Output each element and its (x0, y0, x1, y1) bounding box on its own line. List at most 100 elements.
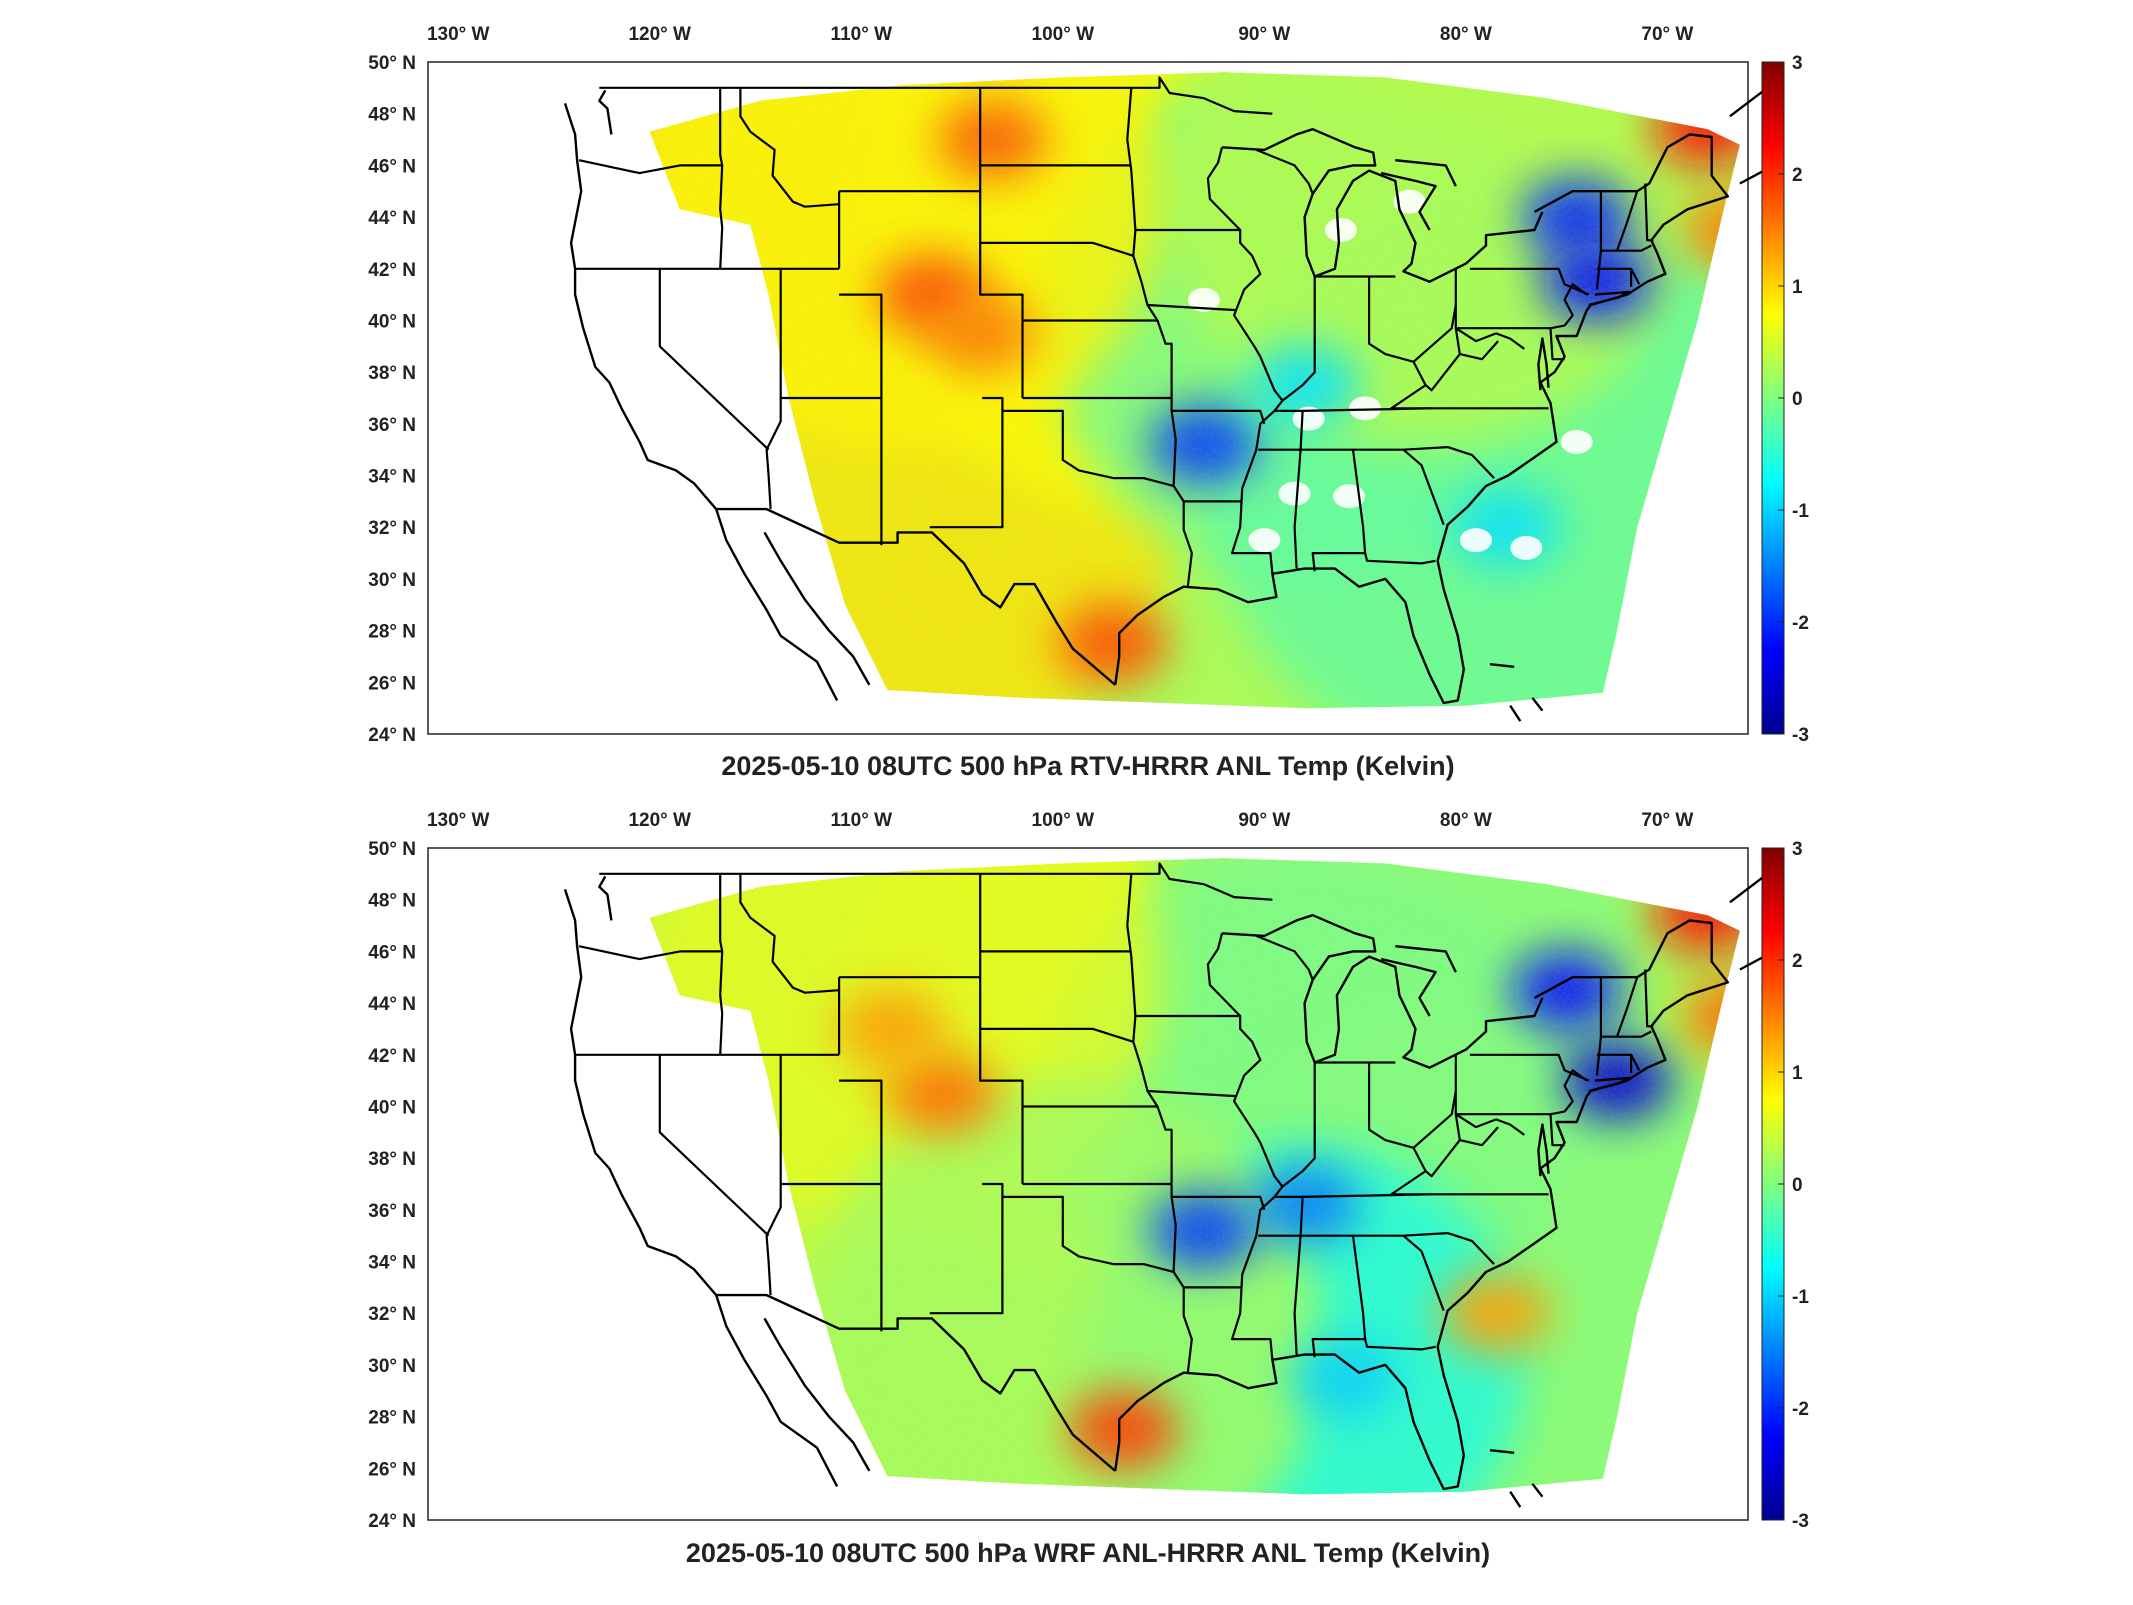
state-line (1255, 934, 1314, 981)
state-line (1170, 398, 1177, 486)
state-line (1258, 446, 1495, 479)
lat-tick-label: 28° N (368, 1408, 416, 1429)
coast-line (1739, 169, 1765, 185)
colorbar-tick-label: 3 (1792, 839, 1803, 860)
state-line (719, 873, 724, 952)
state-line (765, 268, 782, 510)
state-line (1132, 255, 1173, 398)
state-line (1459, 340, 1499, 361)
lon-tick-labels-bottom: 130° W 120° W 110° W 100° W 90° W 80° W 70° W (427, 810, 1693, 831)
coast-line (1114, 1346, 1465, 1491)
coast-line (1489, 663, 1515, 668)
lon-tick-label: 90° W (1238, 810, 1290, 831)
lat-tick-label: 24° N (368, 725, 416, 746)
missing-data-patch (1349, 396, 1382, 421)
colorbar-tick-label: 2 (1792, 951, 1803, 972)
state-line (719, 87, 724, 166)
state-line (1258, 1232, 1495, 1265)
coast-line (1436, 133, 1729, 562)
colorbar-tick-label: -1 (1792, 501, 1809, 522)
state-line (658, 268, 770, 451)
coast-line (1221, 914, 1544, 1069)
state-line (1630, 268, 1641, 285)
state-line (658, 1054, 770, 1237)
coast-line (1537, 1123, 1550, 1177)
state-line (982, 396, 1185, 503)
coast-line (715, 508, 839, 701)
state-line (839, 293, 883, 546)
lat-tick-label: 36° N (368, 415, 416, 436)
state-line (1126, 87, 1137, 256)
lat-tick-label: 30° N (368, 570, 416, 591)
lon-tick-label: 100° W (1032, 24, 1095, 45)
lat-tick-label: 46° N (368, 942, 416, 963)
lon-tick-label: 70° W (1641, 24, 1693, 45)
state-line (739, 87, 841, 269)
state-line (1600, 244, 1652, 252)
colorbar-tick-label: -2 (1792, 1399, 1809, 1420)
lat-tick-label: 30° N (368, 1356, 416, 1377)
colorbar-tick-label: 2 (1792, 165, 1803, 186)
missing-data-patch (1187, 287, 1220, 312)
lon-tick-label: 120° W (628, 24, 691, 45)
colorbar-tick-label: -1 (1792, 1287, 1809, 1308)
state-line (1454, 1054, 1565, 1116)
map-frame-bottom (427, 847, 1775, 1521)
state-line (1182, 501, 1193, 587)
coast-line (763, 1317, 871, 1472)
state-line (1459, 1126, 1499, 1147)
colorbar-tick-label: 3 (1792, 53, 1803, 74)
state-line (1182, 1287, 1193, 1373)
state-line (839, 1079, 883, 1332)
lat-tick-label: 48° N (368, 105, 416, 126)
state-line (599, 862, 1273, 901)
state-line (1255, 148, 1314, 195)
state-line (1630, 1054, 1641, 1071)
state-line (929, 1196, 1004, 1315)
colorbar-tick-label: -3 (1792, 725, 1809, 746)
lon-tick-label: 120° W (628, 810, 691, 831)
state-line (1615, 190, 1639, 252)
coast-line (1509, 704, 1522, 722)
coast-line (1380, 957, 1437, 1017)
missing-data-patch (1393, 189, 1426, 214)
colorbar-bottom: 3 2 1 0 -1 -2 -3 (1761, 839, 1809, 1532)
state-boundaries-top (575, 76, 1654, 587)
state-boundaries-bottom (575, 862, 1654, 1373)
coast-line (763, 531, 871, 686)
missing-data-patch (1292, 406, 1325, 431)
state-line (980, 1027, 1134, 1043)
state-line (1206, 933, 1241, 1017)
state-line (1170, 1184, 1177, 1272)
state-line (765, 1054, 782, 1296)
colorbar-tick-label: -3 (1792, 1511, 1809, 1532)
coast-line (1489, 1449, 1515, 1454)
lat-tick-label: 50° N (368, 53, 416, 74)
lat-tick-label: 40° N (368, 311, 416, 332)
lon-tick-label: 110° W (831, 810, 893, 831)
state-line (1132, 1041, 1173, 1184)
map-frame-top (427, 61, 1775, 735)
lat-tick-label: 42° N (368, 1046, 416, 1067)
lat-tick-label: 26° N (368, 1459, 416, 1480)
state-line (1364, 1338, 1436, 1351)
panel-title-bottom: 2025-05-10 08UTC 500 hPa WRF ANL-HRRR AN… (686, 1538, 1490, 1568)
lat-tick-label: 34° N (368, 467, 416, 488)
state-line (1293, 410, 1304, 569)
lat-tick-label: 28° N (368, 622, 416, 643)
coast-line (1436, 919, 1729, 1348)
state-line (1549, 1114, 1565, 1147)
lon-tick-label: 130° W (427, 24, 490, 45)
state-line (739, 873, 841, 1055)
coast-line (1114, 560, 1465, 705)
coastline-bottom (563, 867, 1775, 1508)
state-line (1549, 328, 1565, 361)
panel-bottom: 130° W 120° W 110° W 100° W 90° W 80° W 70° W … (368, 810, 1809, 1568)
coast-line (715, 1294, 839, 1487)
lon-tick-labels-top: 130° W 120° W 110° W 100° W 90° W 80° W 70° W (427, 24, 1693, 45)
state-line (1412, 304, 1457, 363)
coast-line (1588, 290, 1631, 307)
lat-tick-label: 48° N (368, 891, 416, 912)
lat-tick-label: 24° N (368, 1511, 416, 1532)
state-line (599, 76, 1273, 115)
